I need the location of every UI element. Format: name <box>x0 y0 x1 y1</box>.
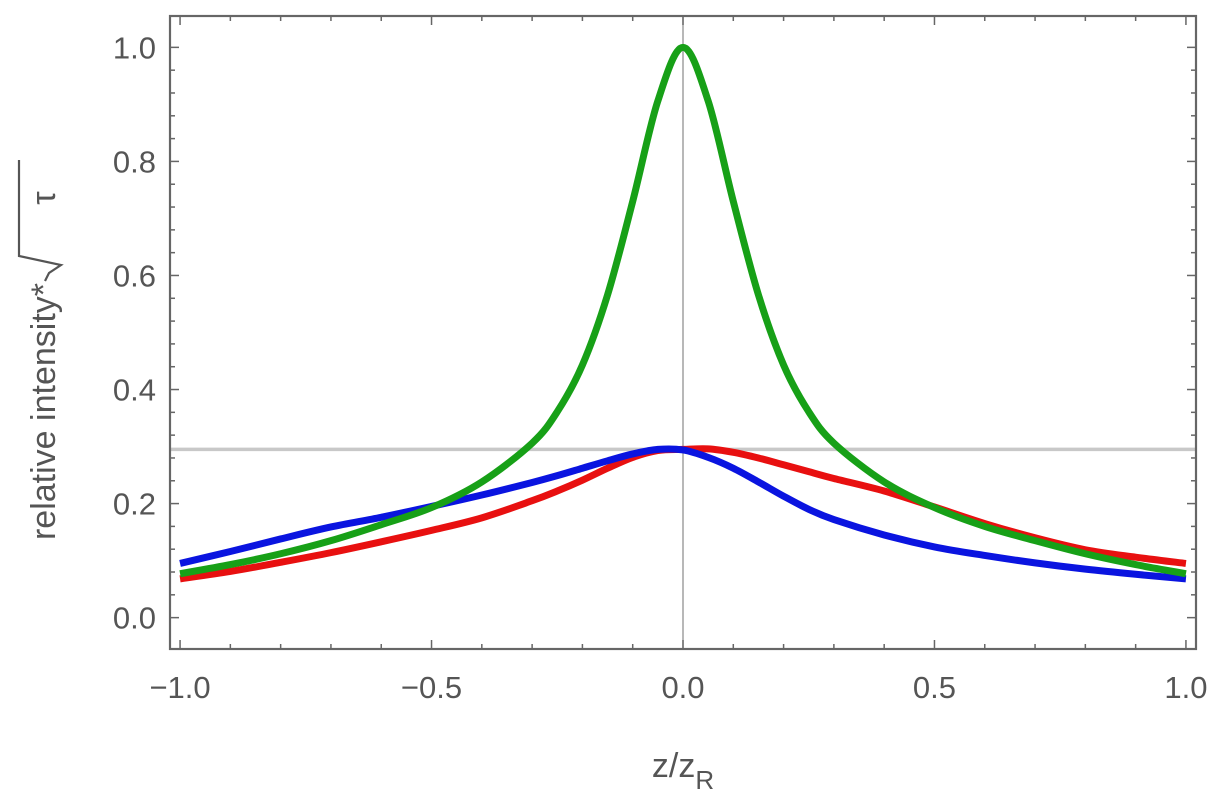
x-tick-label: −1.0 <box>149 670 210 705</box>
y-axis-title: relative intensity* τ <box>17 160 64 540</box>
x-tick-label: 0.5 <box>913 670 956 705</box>
x-tick-label: 0.0 <box>661 670 704 705</box>
y-axis-title-text: relative intensity* <box>25 283 63 540</box>
y-tick-label: 0.8 <box>113 144 156 179</box>
series-line-blue <box>179 445 1187 583</box>
y-tick-label: 0.4 <box>113 373 156 408</box>
series-line-green <box>179 43 1187 578</box>
x-axis-title: z/zR <box>652 747 714 789</box>
x-tick-label: 1.0 <box>1164 670 1207 705</box>
y-tick-label: 0.6 <box>113 258 156 293</box>
x-axis-title-main: z/z <box>652 747 695 785</box>
x-axis-title-subscript: R <box>695 765 714 789</box>
ticks <box>170 16 1196 649</box>
tick-labels: −1.0 −0.5 0.0 0.5 1.0 0.0 0.2 0.4 0.6 0.8 1.0 <box>113 30 1208 705</box>
series-lines <box>179 43 1187 583</box>
y-tick-label: 0.0 <box>113 601 156 636</box>
y-axis-title-radicand: τ <box>25 191 63 205</box>
y-tick-label: 0.2 <box>113 487 156 522</box>
x-tick-label: −0.5 <box>401 670 462 705</box>
y-tick-label: 1.0 <box>113 30 156 65</box>
y-axis-radical-sign <box>17 160 64 282</box>
